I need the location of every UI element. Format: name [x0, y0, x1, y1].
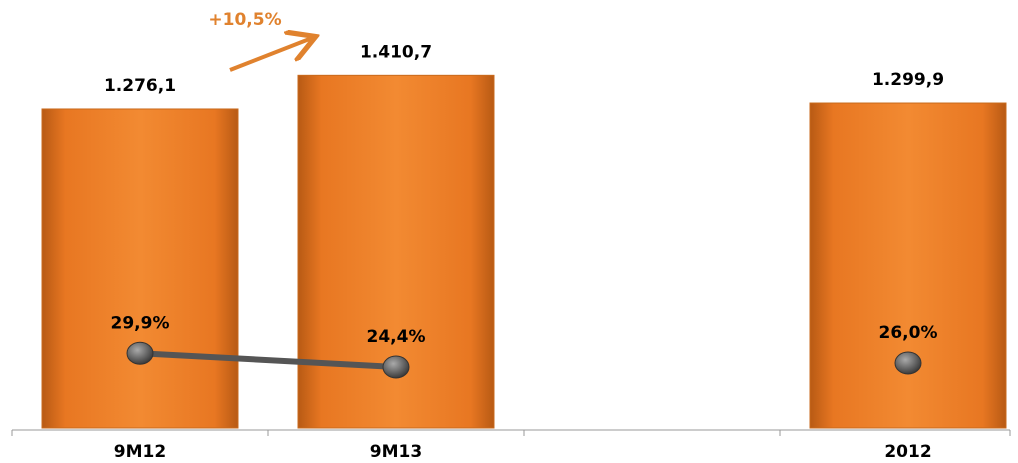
- bar: [41, 108, 239, 429]
- marker: [894, 351, 922, 375]
- growth-arrow: [229, 38, 312, 72]
- x-tick-label: 9M13: [370, 442, 422, 462]
- x-tick-label: 9M12: [114, 442, 166, 462]
- line-value-label: 29,9%: [111, 313, 170, 333]
- marker: [382, 355, 410, 379]
- line-value-label: 26,0%: [879, 323, 938, 343]
- line-value-label: 24,4%: [367, 327, 426, 347]
- bar-value-label: 1.410,7: [360, 42, 432, 62]
- line: [139, 350, 397, 370]
- x-tick-label: 2012: [884, 442, 931, 462]
- marker: [126, 341, 154, 365]
- bar-value-label: 1.299,9: [872, 70, 944, 90]
- annotation: +10,5%: [208, 10, 281, 30]
- bar-value-label: 1.276,1: [104, 76, 176, 96]
- bar: [809, 102, 1007, 429]
